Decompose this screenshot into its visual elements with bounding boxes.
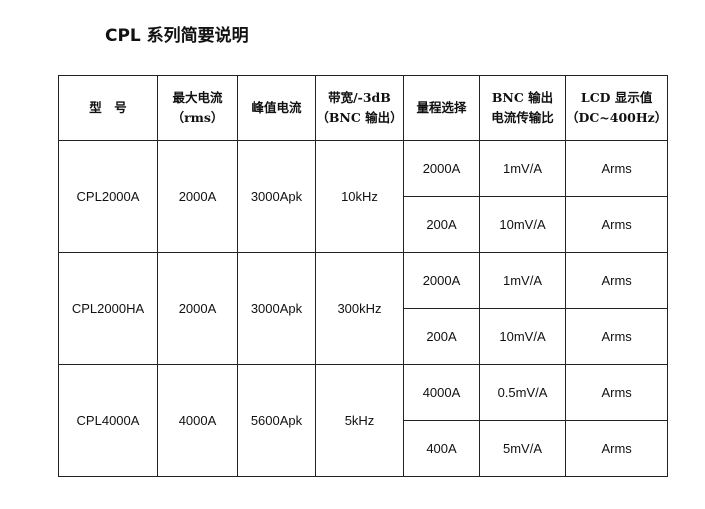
cell-lcd: Arms bbox=[564, 364, 669, 421]
cell-peak: 3000Apk bbox=[237, 252, 316, 365]
cell-ratio: 10mV/A bbox=[479, 196, 566, 253]
cell-max-current: 2000A bbox=[157, 140, 238, 253]
cell-bandwidth: 5kHz bbox=[315, 364, 404, 477]
header-line: LCD 显示值 bbox=[580, 90, 653, 105]
cell-model: CPL2000HA bbox=[58, 252, 158, 365]
column-header: BNC 输出 电流传输比 bbox=[479, 75, 566, 141]
header-line: 电流传输比 bbox=[491, 110, 554, 125]
column-header: 带宽/-3dB （BNC 输出） bbox=[315, 75, 404, 141]
table-row: 200A 10mV/A Arms bbox=[59, 196, 669, 253]
cell-lcd: Arms bbox=[564, 196, 669, 253]
header-line: 量程选择 bbox=[416, 100, 467, 115]
column-header: LCD 显示值 （DC~400Hz） bbox=[564, 75, 669, 141]
cell-bandwidth: 300kHz bbox=[315, 252, 404, 365]
table-row: 200A 10mV/A Arms bbox=[59, 308, 669, 365]
table-row: CPL4000A 4000A 5600Apk 5kHz 4000A 0.5mV/A Arms bbox=[58, 364, 669, 477]
cell-lcd: Arms bbox=[564, 420, 669, 477]
cell-ratio: 5mV/A bbox=[479, 420, 566, 477]
table-body: CPL2000A 2000A 3000Apk 10kHz 2000A 1mV/A Arms 2… bbox=[58, 140, 669, 477]
cell-ratio: 1mV/A bbox=[479, 140, 566, 197]
column-header: 最大电流 （rms） bbox=[157, 75, 238, 141]
cell-range: 2000A bbox=[403, 140, 480, 197]
header-line: （BNC 输出） bbox=[316, 110, 403, 125]
cell-range: 2000A bbox=[403, 252, 480, 309]
cell-lcd: Arms bbox=[564, 252, 669, 309]
title: CPL 系列简要说明 bbox=[105, 26, 249, 46]
cell-ratio: 10mV/A bbox=[479, 308, 566, 365]
cell-lcd: Arms bbox=[564, 308, 669, 365]
cell-range: 4000A bbox=[403, 364, 480, 421]
table-row: 400A 5mV/A Arms bbox=[59, 420, 669, 477]
cell-model: CPL4000A bbox=[58, 364, 158, 477]
column-header: 峰值电流 bbox=[237, 75, 316, 141]
header-line: 峰值电流 bbox=[251, 100, 302, 115]
spec-table: 型 号 最大电流 （rms） 峰值电流 带宽/-3dB （BNC 输出） 量程选择 BNC 输… bbox=[58, 75, 669, 477]
cell-ratio: 0.5mV/A bbox=[479, 364, 566, 421]
cell-range: 200A bbox=[403, 308, 480, 365]
header-line: 带宽/-3dB bbox=[328, 90, 391, 105]
header-line: 最大电流 bbox=[172, 90, 223, 105]
header-row: 型 号 最大电流 （rms） 峰值电流 带宽/-3dB （BNC 输出） 量程选择 BNC 输… bbox=[58, 75, 669, 141]
header-line: 型 号 bbox=[89, 100, 127, 115]
column-header: 量程选择 bbox=[403, 75, 480, 141]
header-line: （DC~400Hz） bbox=[566, 110, 668, 125]
cell-range: 400A bbox=[403, 420, 480, 477]
cell-peak: 3000Apk bbox=[237, 140, 316, 253]
cell-ratio: 1mV/A bbox=[479, 252, 566, 309]
cell-max-current: 2000A bbox=[157, 252, 238, 365]
cell-max-current: 4000A bbox=[157, 364, 238, 477]
cell-bandwidth: 10kHz bbox=[315, 140, 404, 253]
cell-model: CPL2000A bbox=[58, 140, 158, 253]
table-row: CPL2000HA 2000A 3000Apk 300kHz 2000A 1mV/A Arm… bbox=[58, 252, 669, 365]
table-row: CPL2000A 2000A 3000Apk 10kHz 2000A 1mV/A Arms bbox=[58, 140, 669, 253]
cell-range: 200A bbox=[403, 196, 480, 253]
header-line: BNC 输出 bbox=[491, 90, 554, 105]
header-line: （rms） bbox=[171, 110, 224, 125]
cell-lcd: Arms bbox=[564, 140, 669, 197]
cell-peak: 5600Apk bbox=[237, 364, 316, 477]
column-header: 型 号 bbox=[58, 75, 158, 141]
